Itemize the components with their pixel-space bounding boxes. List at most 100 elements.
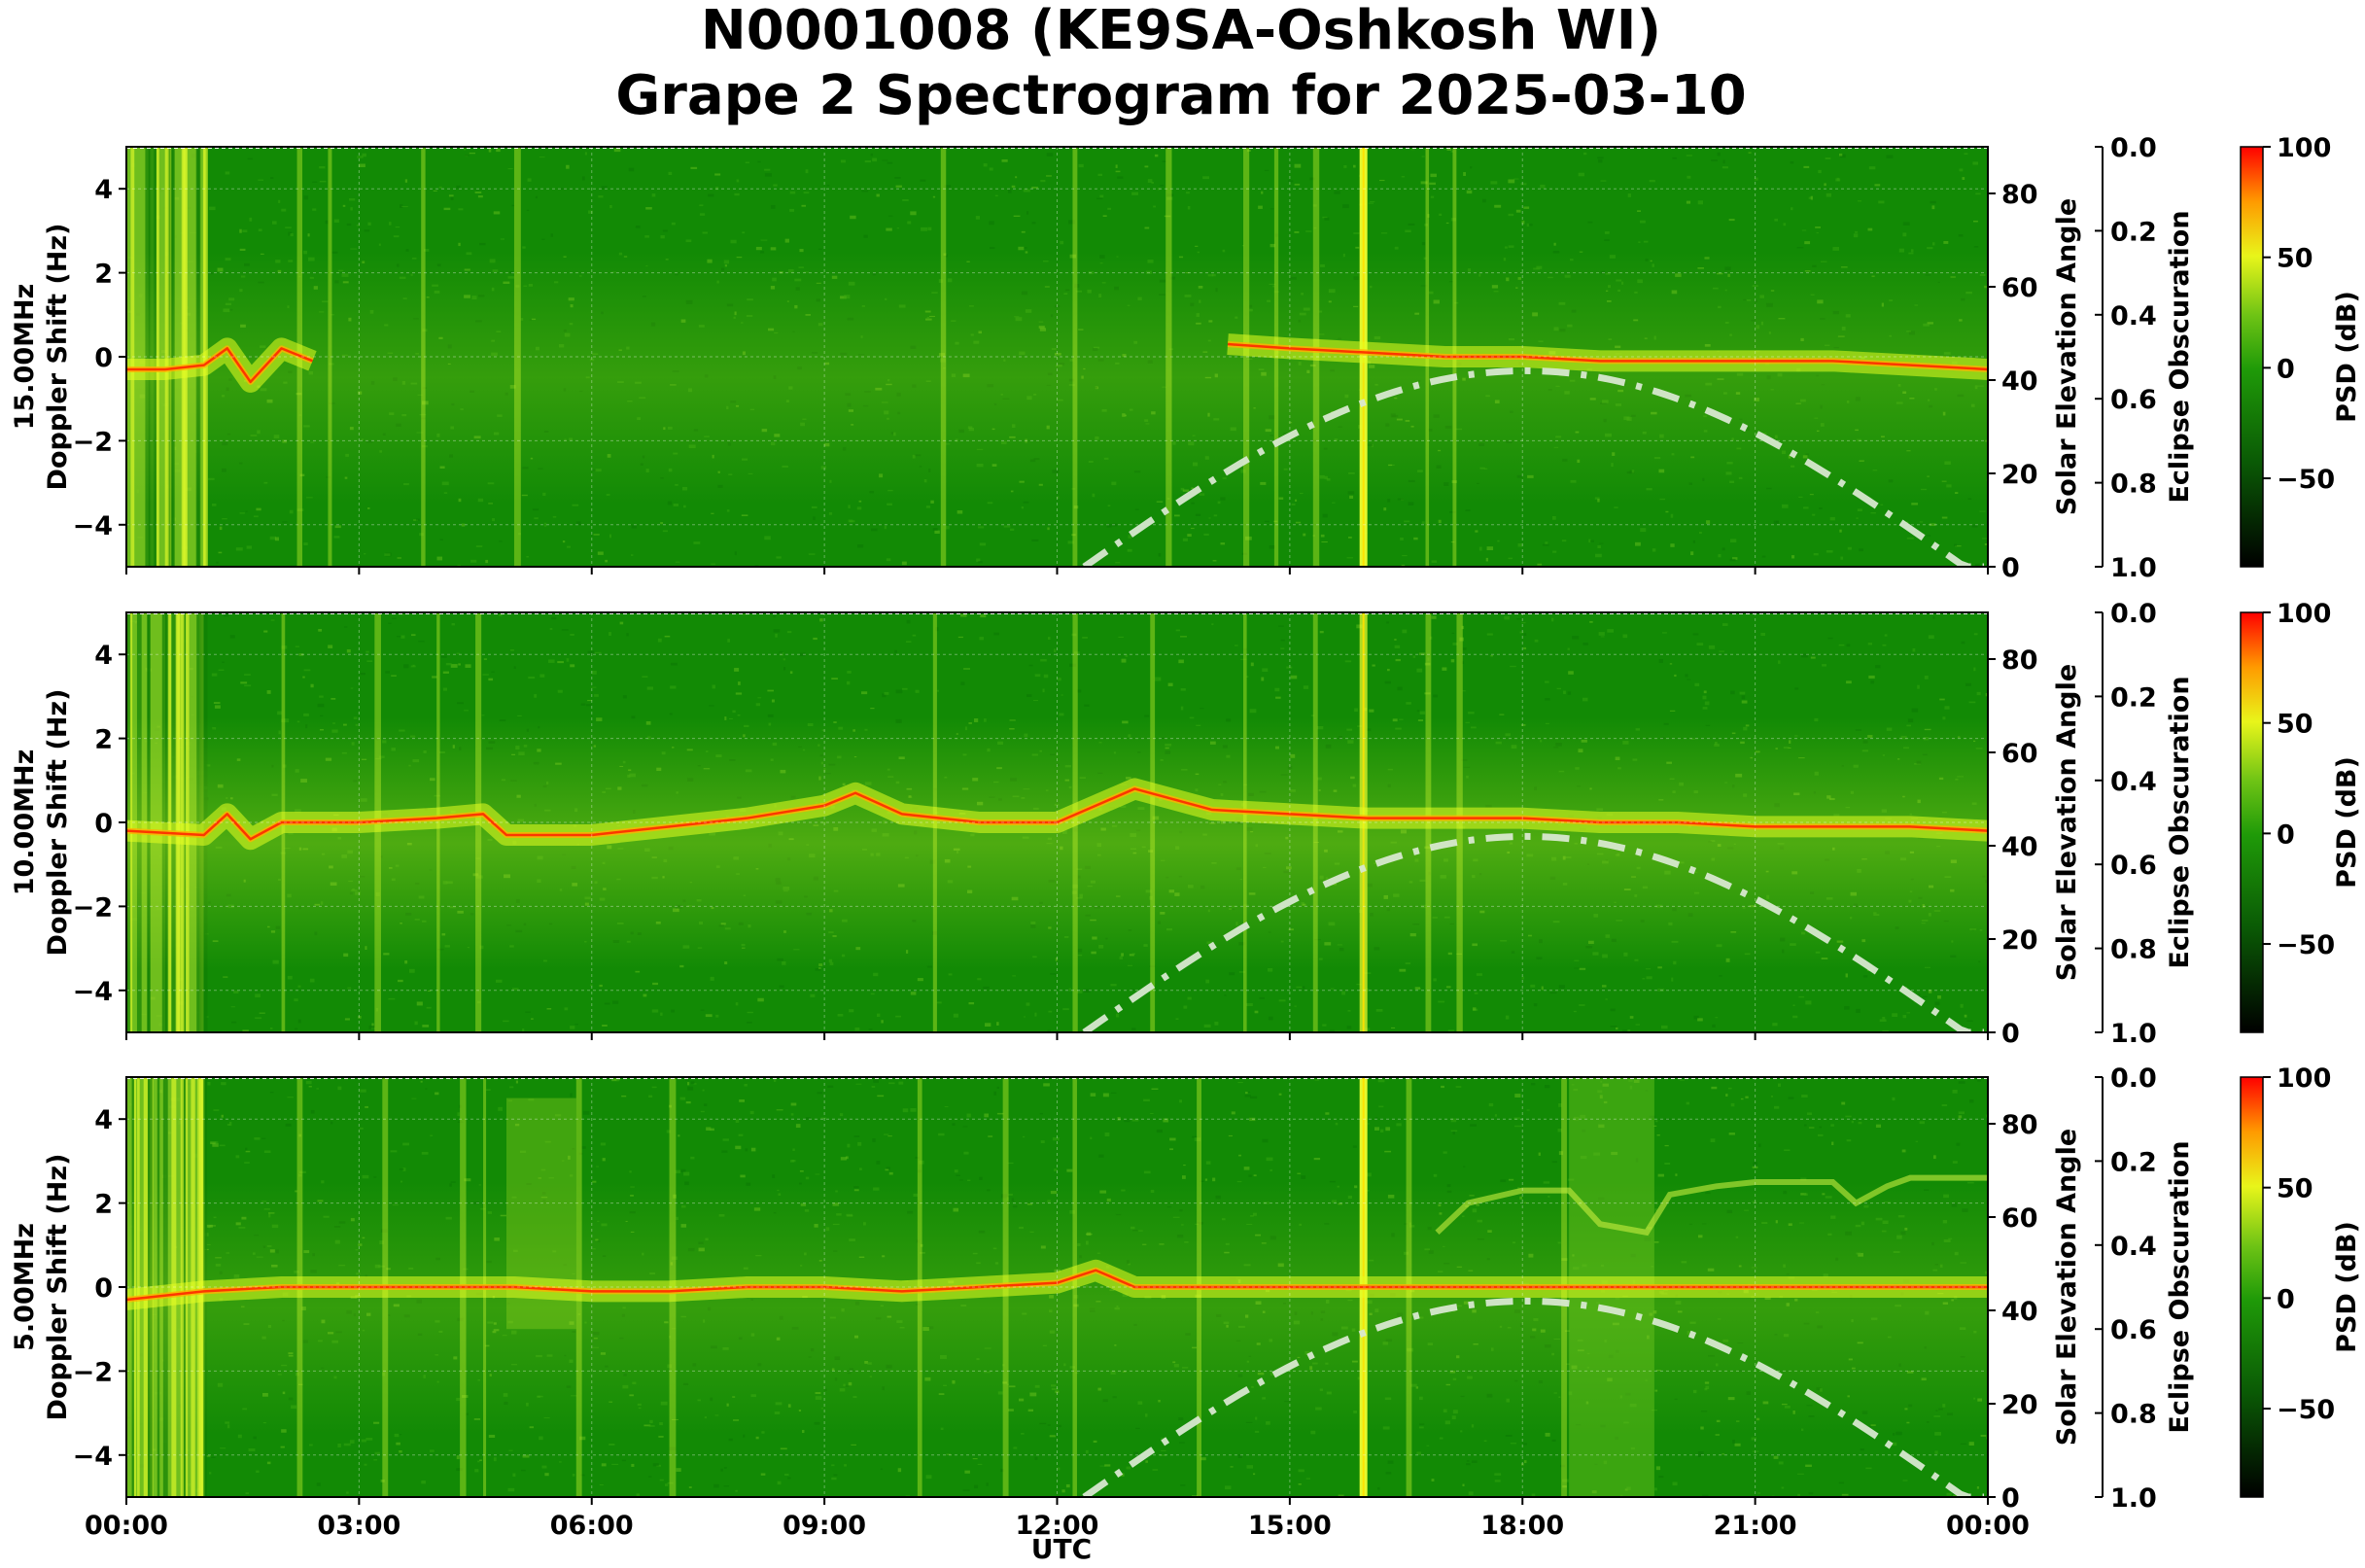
solar-elevation-curve <box>1082 1297 1985 1497</box>
x-tick-label: 06:00 <box>550 1511 634 1541</box>
solar-tick-label: 40 <box>2001 832 2038 862</box>
y-tick-label: 2 <box>94 260 113 290</box>
solar-axis-label: Solar Elevation Angle <box>2052 198 2082 515</box>
solar-tick-label: 60 <box>2001 1203 2038 1234</box>
figure-title-line1: N0001008 (KE9SA-Oshkosh WI) <box>701 0 1661 62</box>
grid <box>126 1077 1988 1497</box>
colorbar-tick-label: 50 <box>2277 710 2313 740</box>
eclipse-tick-label: 0.6 <box>2110 851 2157 881</box>
eclipse-axis-label: Eclipse Obscuration <box>2165 676 2195 968</box>
y-tick-label: 2 <box>94 1190 113 1220</box>
solar-tick-label: 80 <box>2001 180 2038 210</box>
y-tick-label: 0 <box>94 343 113 373</box>
diffuse-haze <box>126 252 1988 505</box>
colorbar-tick-label: −50 <box>2277 930 2335 960</box>
spectrogram-area <box>126 612 1988 1032</box>
x-tick-label: 03:00 <box>317 1511 400 1541</box>
solar-tick-label: 40 <box>2001 1297 2038 1327</box>
eclipse-tick-label: 1.0 <box>2110 1483 2157 1514</box>
colorbar-label: PSD (dB) <box>2332 756 2362 889</box>
y-tick-label: 4 <box>94 1105 113 1135</box>
eclipse-tick-label: 0.0 <box>2110 1063 2157 1094</box>
secondary-trace <box>1435 1174 1988 1237</box>
eclipse-tick-label: 0.6 <box>2110 1315 2157 1345</box>
x-axis-label: UTC <box>1031 1533 1092 1565</box>
y-tick-label: 0 <box>94 809 113 839</box>
figure-title-line2: Grape 2 Spectrogram for 2025-03-10 <box>615 64 1746 127</box>
y-tick-label: −4 <box>73 977 113 1007</box>
solar-tick-label: 0 <box>2001 1019 2020 1049</box>
eclipse-tick-label: 0.8 <box>2110 1400 2157 1430</box>
solar-tick-label: 20 <box>2001 1390 2038 1420</box>
panel-15.00MHz: 420−2−415.00MHz Doppler Shift (Hz)0204060… <box>10 133 2362 583</box>
doppler-trace-core <box>126 787 1988 841</box>
y-axis-label: 15.00MHz Doppler Shift (Hz) <box>10 224 73 491</box>
x-tick-label: 12:00 <box>1016 1511 1099 1541</box>
y-tick-label: 4 <box>94 641 113 671</box>
panels: 420−2−415.00MHz Doppler Shift (Hz)0204060… <box>10 133 2362 1541</box>
solar-tick-label: 80 <box>2001 1110 2038 1140</box>
y-tick-label: −2 <box>73 1357 113 1387</box>
colorbar-label: PSD (dB) <box>2332 291 2362 423</box>
solar-tick-label: 60 <box>2001 739 2038 769</box>
doppler-trace-late-core <box>1227 342 1988 371</box>
y-axis-label: 5.00MHz Doppler Shift (Hz) <box>10 1154 73 1421</box>
colorbar-tick-label: 0 <box>2277 1284 2295 1314</box>
solar-tick-label: 0 <box>2001 553 2020 583</box>
doppler-trace-core <box>126 1269 1988 1302</box>
eclipse-tick-label: 0.2 <box>2110 1147 2157 1177</box>
y-axis-label: 10.00MHz Doppler Shift (Hz) <box>10 689 73 957</box>
eclipse-tick-label: 0.6 <box>2110 385 2157 415</box>
colorbar-tick-label: 50 <box>2277 244 2313 274</box>
solar-axis-label: Solar Elevation Angle <box>2052 664 2082 981</box>
colorbar <box>2241 147 2263 567</box>
solar-tick-label: 80 <box>2001 645 2038 676</box>
panel-10.00MHz: 420−2−410.00MHz Doppler Shift (Hz)0204060… <box>10 599 2362 1049</box>
grid <box>126 612 1988 1032</box>
solar-tick-label: 20 <box>2001 460 2038 490</box>
eclipse-tick-label: 0.8 <box>2110 470 2157 500</box>
colorbar-tick-label: 0 <box>2277 354 2295 384</box>
colorbar-tick-label: 0 <box>2277 819 2295 850</box>
colorbar-tick-label: −50 <box>2277 1395 2335 1425</box>
y-tick-label: 4 <box>94 175 113 205</box>
eclipse-tick-label: 0.8 <box>2110 935 2157 965</box>
x-tick-label: 15:00 <box>1248 1511 1332 1541</box>
solar-tick-label: 40 <box>2001 366 2038 397</box>
eclipse-tick-label: 1.0 <box>2110 1019 2157 1049</box>
eclipse-tick-label: 1.0 <box>2110 553 2157 583</box>
solar-elevation-curve <box>1082 366 1985 567</box>
solar-elevation-curve <box>1082 832 1985 1032</box>
x-tick-label: 00:00 <box>1946 1511 2030 1541</box>
eclipse-tick-label: 0.4 <box>2110 767 2157 797</box>
y-tick-label: 0 <box>94 1273 113 1304</box>
eclipse-axis-label: Eclipse Obscuration <box>2165 210 2195 503</box>
diffuse-haze <box>126 1182 1988 1435</box>
diffuse-haze <box>126 717 1988 970</box>
solar-axis-label: Solar Elevation Angle <box>2052 1129 2082 1446</box>
solar-tick-label: 0 <box>2001 1483 2020 1514</box>
colorbar-tick-label: 100 <box>2277 599 2331 629</box>
colorbar-tick-label: 100 <box>2277 1063 2331 1094</box>
colorbar-tick-label: 100 <box>2277 133 2331 163</box>
y-tick-label: −2 <box>73 892 113 923</box>
x-tick-label: 09:00 <box>783 1511 866 1541</box>
x-tick-label: 00:00 <box>85 1511 168 1541</box>
solar-tick-label: 20 <box>2001 925 2038 956</box>
colorbar-tick-label: −50 <box>2277 465 2335 495</box>
panel-5.00MHz: 420−2−45.00MHz Doppler Shift (Hz)00:00 03:… <box>10 1063 2362 1541</box>
colorbar-tick-label: 50 <box>2277 1174 2313 1204</box>
eclipse-tick-label: 0.2 <box>2110 682 2157 713</box>
eclipse-axis-label: Eclipse Obscuration <box>2165 1140 2195 1433</box>
eclipse-tick-label: 0.4 <box>2110 301 2157 331</box>
eclipse-tick-label: 0.0 <box>2110 133 2157 163</box>
y-tick-label: −4 <box>73 511 113 541</box>
y-tick-label: 2 <box>94 725 113 755</box>
eclipse-tick-label: 0.0 <box>2110 599 2157 629</box>
colorbar <box>2241 612 2263 1032</box>
colorbar-label: PSD (dB) <box>2332 1221 2362 1353</box>
spectrogram-area <box>126 147 1988 567</box>
y-tick-label: −4 <box>73 1442 113 1472</box>
x-tick-label: 18:00 <box>1480 1511 1564 1541</box>
